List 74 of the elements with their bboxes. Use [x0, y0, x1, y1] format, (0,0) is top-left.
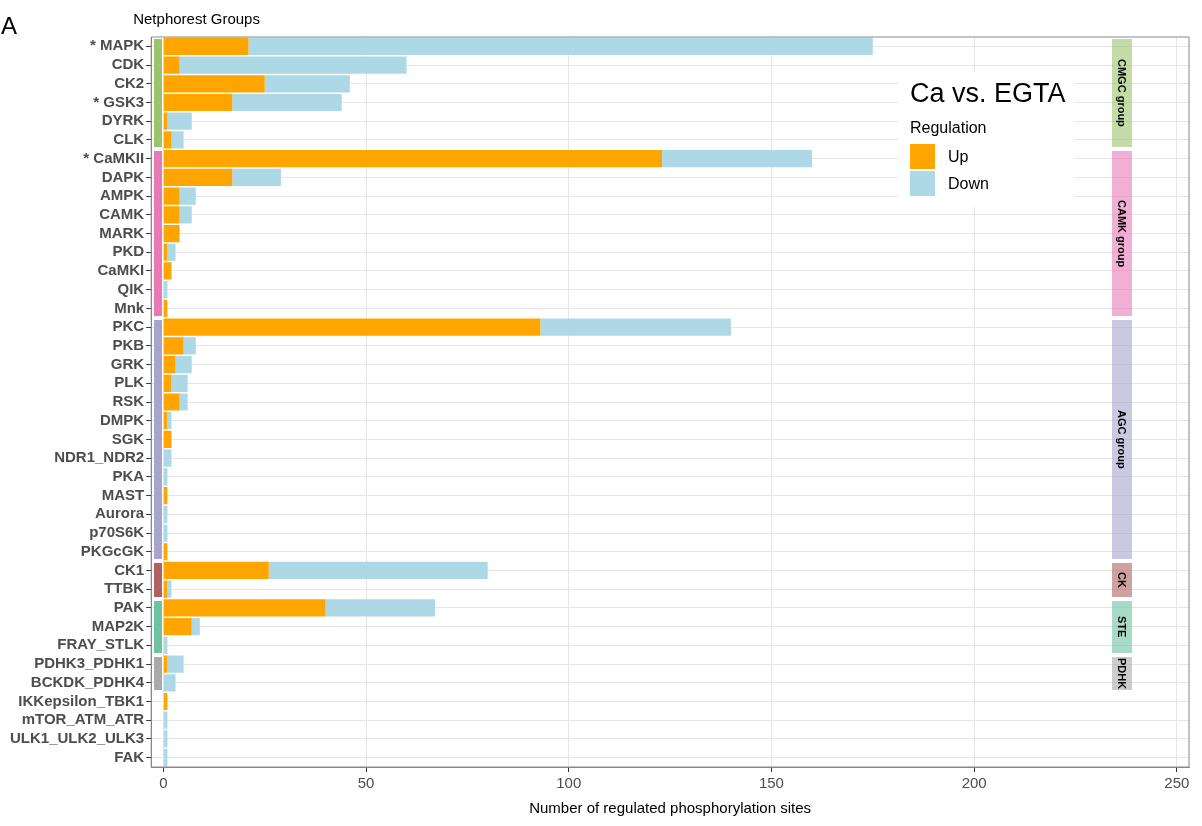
y-tick-label: NDR1_NDR2: [54, 448, 145, 466]
y-tick-label: AMPK: [100, 186, 145, 204]
y-tick-label: PLK: [114, 373, 145, 391]
y-tick-label: CK1: [114, 560, 145, 578]
y-tick-label: DYRK: [101, 111, 145, 129]
text: A: [1, 12, 18, 39]
y-tick-label: BCKDK_PDHK4: [30, 672, 145, 690]
group-label-strip: STE: [1112, 600, 1132, 653]
y-tick-label: FRAY_STLK: [57, 635, 145, 653]
group-label-strip: AGC group: [1112, 319, 1132, 560]
y-tick-label: FAK: [114, 747, 145, 765]
y-tick-label: DMPK: [100, 410, 145, 428]
bar: [183, 337, 196, 355]
y-tick-label: CK2: [114, 73, 145, 91]
y-tick-label: TTBK: [104, 579, 145, 597]
x-tick-label: 250: [1164, 774, 1190, 792]
chart-subtitle: Netphorest Groups: [133, 10, 260, 27]
x-tick-label: 0: [159, 774, 168, 792]
bar: [540, 318, 731, 336]
bar: [163, 93, 233, 112]
y-tick-label: DAPK: [101, 167, 145, 185]
y-tick-label: IKKepsilon_TBK1: [18, 691, 145, 709]
bar: [163, 430, 172, 449]
bar: [167, 243, 176, 261]
bar: [232, 168, 281, 186]
bar: [325, 599, 435, 617]
x-tick-label: 100: [556, 774, 582, 792]
y-tick-label: PKGcGK: [80, 541, 145, 559]
bar: [167, 412, 172, 430]
y-tick-label: PDHK3_PDHK1: [34, 654, 145, 672]
y-tick-label: CaMKI: [97, 261, 145, 279]
y-tick-label: CLK: [113, 130, 145, 148]
bar: [163, 224, 180, 243]
y-tick-label: PKA: [112, 467, 145, 485]
y-tick-label: MARK: [99, 223, 145, 241]
y-tick-label: Aurora: [95, 504, 145, 522]
y-tick-label: GRK: [110, 354, 145, 372]
bar: [167, 580, 172, 598]
y-tick-label: p70S6K: [89, 523, 145, 541]
legend-title: Regulation: [910, 119, 988, 137]
y-tick-label: MAP2K: [91, 616, 145, 634]
group-label-strip: CMGC group: [1112, 39, 1132, 148]
y-tick-label: RSK: [112, 392, 145, 410]
x-tick-label: 200: [961, 774, 987, 792]
y-tick-label: * GSK3: [93, 92, 145, 110]
y-tick-label: * MAPK: [90, 36, 145, 54]
y-tick-label: PKD: [112, 242, 145, 260]
y-tick-label: SGK: [111, 429, 145, 447]
y-tick-label: QIK: [117, 279, 145, 297]
y-tick-label: CAMK: [99, 204, 145, 222]
y-tick-label: * CaMKII: [83, 148, 145, 166]
legend-label: Down: [948, 174, 989, 193]
y-tick-label: CDK: [111, 55, 145, 73]
bar: [175, 355, 192, 374]
group-label-strip: CK: [1112, 563, 1132, 597]
bar: [163, 355, 176, 374]
y-tick-label: PKC: [112, 317, 145, 335]
group-label-strip: CAMK group: [1112, 151, 1132, 316]
bar: [268, 561, 488, 580]
y-tick-label: PKB: [112, 335, 145, 353]
legend-label: Up: [948, 147, 969, 166]
x-tick-label: 50: [357, 774, 375, 792]
bar: [661, 150, 812, 168]
bar: [232, 93, 342, 112]
y-tick-label: ULK1_ULK2_ULK3: [9, 729, 145, 747]
group-label-strip: PDHK: [1112, 656, 1132, 691]
x-axis-title: Number of regulated phosphorylation sites: [529, 799, 812, 817]
bar: [191, 618, 200, 636]
chart-title: Ca vs. EGTA: [910, 78, 1066, 108]
y-tick-label: Mnk: [114, 298, 145, 316]
y-tick-label: mTOR_ATM_ATR: [21, 710, 145, 728]
x-tick-label: 150: [758, 774, 784, 792]
y-tick-label: PAK: [113, 598, 145, 616]
y-tick-label: MAST: [101, 485, 145, 503]
